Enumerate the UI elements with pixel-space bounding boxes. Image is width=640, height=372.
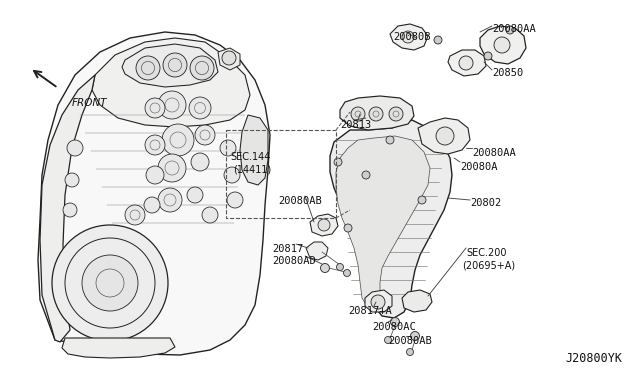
Circle shape — [224, 167, 240, 183]
Circle shape — [158, 91, 186, 119]
Bar — [226, 130, 336, 218]
Text: SEC.200: SEC.200 — [466, 248, 506, 258]
Polygon shape — [448, 50, 486, 76]
Circle shape — [63, 203, 77, 217]
Circle shape — [389, 107, 403, 121]
Polygon shape — [92, 38, 250, 127]
Polygon shape — [330, 120, 452, 318]
Text: SEC.144: SEC.144 — [230, 152, 270, 162]
Circle shape — [334, 158, 342, 166]
Circle shape — [136, 56, 160, 80]
Circle shape — [227, 192, 243, 208]
Polygon shape — [310, 214, 338, 236]
Circle shape — [222, 51, 236, 65]
Polygon shape — [402, 290, 432, 312]
Text: 20817+A: 20817+A — [348, 306, 392, 316]
Circle shape — [202, 207, 218, 223]
Text: 20080AA: 20080AA — [472, 148, 516, 158]
Polygon shape — [336, 136, 430, 308]
Circle shape — [321, 263, 330, 273]
Circle shape — [195, 125, 215, 145]
Circle shape — [52, 225, 168, 341]
Text: J20800YK: J20800YK — [565, 352, 622, 365]
Text: 20080AA: 20080AA — [492, 24, 536, 34]
Circle shape — [362, 171, 370, 179]
Circle shape — [371, 295, 385, 309]
Polygon shape — [240, 115, 268, 185]
Circle shape — [459, 56, 473, 70]
Polygon shape — [306, 242, 328, 260]
Polygon shape — [38, 32, 270, 355]
Circle shape — [418, 196, 426, 204]
Circle shape — [410, 331, 419, 340]
Polygon shape — [340, 96, 414, 130]
Text: 20080AB: 20080AB — [388, 336, 432, 346]
Circle shape — [145, 98, 165, 118]
Circle shape — [406, 349, 413, 356]
Circle shape — [344, 269, 351, 276]
Circle shape — [67, 140, 83, 156]
Polygon shape — [122, 44, 218, 87]
Circle shape — [402, 31, 414, 43]
Circle shape — [146, 166, 164, 184]
Text: 20813: 20813 — [340, 120, 371, 130]
Circle shape — [390, 317, 399, 327]
Circle shape — [191, 153, 209, 171]
Circle shape — [158, 188, 182, 212]
Circle shape — [125, 205, 145, 225]
Circle shape — [369, 107, 383, 121]
Text: (20695+A): (20695+A) — [462, 260, 515, 270]
Circle shape — [344, 224, 352, 232]
Polygon shape — [418, 118, 470, 154]
Text: 20080AD: 20080AD — [272, 256, 316, 266]
Circle shape — [163, 53, 187, 77]
Circle shape — [385, 337, 392, 343]
Text: 20080AC: 20080AC — [372, 322, 416, 332]
Circle shape — [351, 107, 365, 121]
Circle shape — [318, 219, 330, 231]
Polygon shape — [480, 26, 526, 64]
Text: 20080A: 20080A — [460, 162, 497, 172]
Circle shape — [190, 56, 214, 80]
Circle shape — [189, 97, 211, 119]
Text: 20080B: 20080B — [393, 32, 431, 42]
Circle shape — [386, 136, 394, 144]
Circle shape — [434, 36, 442, 44]
Circle shape — [158, 154, 186, 182]
Text: 20802: 20802 — [470, 198, 501, 208]
Text: (14411): (14411) — [233, 164, 271, 174]
Text: 20850: 20850 — [492, 68, 524, 78]
Circle shape — [162, 124, 194, 156]
Circle shape — [144, 197, 160, 213]
Circle shape — [145, 135, 165, 155]
Polygon shape — [62, 338, 175, 358]
Circle shape — [82, 255, 138, 311]
Circle shape — [494, 37, 510, 53]
Text: FRONT: FRONT — [72, 98, 108, 108]
Polygon shape — [390, 24, 428, 50]
Circle shape — [436, 127, 454, 145]
Text: 20817: 20817 — [272, 244, 303, 254]
Circle shape — [484, 52, 492, 60]
Polygon shape — [365, 290, 392, 312]
Circle shape — [187, 187, 203, 203]
Circle shape — [65, 173, 79, 187]
Polygon shape — [40, 75, 95, 342]
Circle shape — [337, 263, 344, 270]
Text: 20080AB: 20080AB — [278, 196, 322, 206]
Circle shape — [506, 26, 514, 34]
Polygon shape — [218, 48, 240, 70]
Circle shape — [220, 140, 236, 156]
